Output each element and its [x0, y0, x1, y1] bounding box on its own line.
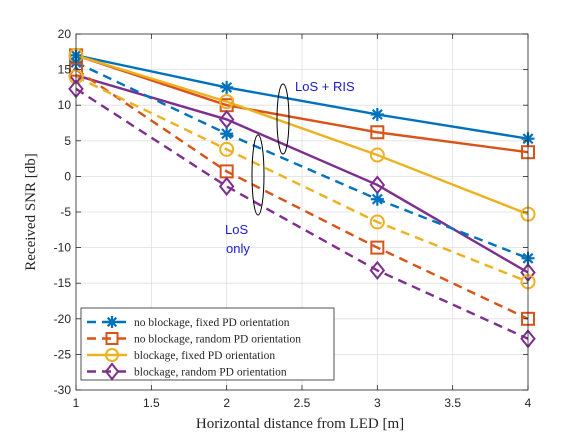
series-7-point-1: [218, 176, 235, 196]
x-tick-label: 4: [525, 396, 532, 410]
legend-label-1: no blockage, random PD orientation: [134, 334, 301, 346]
series-line-5: [75, 68, 529, 320]
y-tick-label: 0: [64, 169, 71, 183]
legend-label-3: blockage, random PD orientation: [134, 367, 287, 379]
los-only-ellipse: [251, 134, 265, 216]
plot-frame: [75, 33, 529, 391]
legend-marker-3: [104, 362, 120, 381]
legend-marker-2: [105, 348, 119, 362]
axes: 1 1.5 2 2.5 3 3.5 4 -30 -25 -20 -15 -10 -5 0 5 10 15 20: [54, 27, 532, 410]
legend-marker-1: [105, 332, 119, 345]
series-2-point-1: [219, 94, 235, 110]
y-tick-label: -5: [60, 205, 71, 219]
y-tick-label: -20: [54, 312, 72, 326]
series-line-2: [75, 54, 529, 216]
los-ris-ellipse: [276, 83, 290, 155]
y-tick-label: -10: [54, 241, 72, 255]
annotations: LoS + RIS LoS only: [225, 79, 355, 256]
series-4-point-1: [220, 127, 234, 141]
annotation-los-ris: LoS + RIS: [295, 79, 355, 94]
legend-marker-0: [106, 316, 118, 328]
series-lines: [75, 54, 529, 340]
x-tick-label: 2: [223, 396, 230, 410]
x-tick-label: 3: [374, 396, 381, 410]
y-tick-label: -30: [54, 383, 72, 397]
y-tick-label: 20: [58, 27, 72, 41]
y-axis-label: Received SNR [db]: [23, 153, 39, 270]
y-tick-label: 5: [64, 134, 71, 148]
series-1-point-2: [370, 125, 385, 140]
series-line-4: [75, 61, 529, 260]
series-line-1: [75, 54, 529, 154]
series-6-point-1: [219, 141, 235, 157]
legend-label-0: no blockage, fixed PD orientation: [134, 317, 290, 329]
legend-box: [80, 307, 335, 381]
y-tick-label: -25: [54, 347, 72, 361]
series-6-point-2: [369, 214, 385, 230]
series-line-6: [75, 75, 529, 283]
legend: no blockage, fixed PD orientation no bloc…: [80, 307, 335, 381]
annotation-los-only-line1: LoS: [225, 222, 248, 237]
series-7-point-2: [369, 260, 386, 280]
y-tick-label: -15: [54, 276, 72, 290]
legend-label-2: blockage, fixed PD orientation: [134, 350, 275, 362]
x-tick-label: 1: [73, 396, 80, 410]
series-2-point-2: [369, 147, 385, 163]
series-line-0: [75, 54, 529, 140]
series-0-point-1: [220, 80, 234, 94]
series-0-point-2: [370, 107, 384, 121]
x-axis-label: Horizontal distance from LED [m]: [196, 416, 404, 432]
series-4-point-2: [370, 192, 384, 206]
y-tick-label: 10: [58, 98, 72, 112]
x-tick-label: 3.5: [444, 396, 461, 410]
series-5-point-2: [370, 240, 385, 255]
x-tick-label: 1.5: [143, 396, 160, 410]
y-tick-label: 15: [58, 63, 72, 77]
annotation-los-only-line2: only: [226, 241, 250, 256]
x-tick-label: 2.5: [294, 396, 311, 410]
